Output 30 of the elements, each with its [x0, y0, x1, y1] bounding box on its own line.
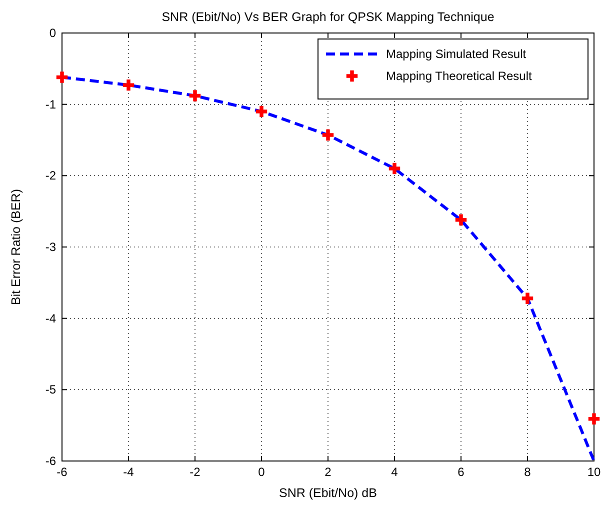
x-tick-label: -4: [123, 465, 134, 479]
point: [522, 292, 534, 304]
y-tick-label: -5: [45, 382, 56, 397]
chart-title: SNR (Ebit/No) Vs BER Graph for QPSK Mapping Technique: [162, 10, 494, 24]
x-tick-label: 2: [324, 465, 332, 479]
y-tick-label: -3: [45, 240, 56, 254]
y-tick-label: -4: [45, 311, 56, 326]
x-tick-label: 8: [524, 465, 532, 479]
x-tick-label: 10: [587, 465, 601, 479]
point: [322, 129, 334, 141]
y-axis-title: Bit Error Ratio (BER): [9, 189, 23, 305]
point: [455, 214, 467, 226]
point: [122, 79, 134, 91]
x-axis-title: SNR (Ebit/No) dB: [279, 486, 377, 500]
point: [588, 413, 600, 425]
point: [256, 106, 268, 118]
x-tick-label: -6: [56, 465, 68, 479]
legend-label: Mapping Theoretical Result: [386, 69, 533, 83]
x-tick-label: 6: [458, 465, 465, 479]
x-tick-label: 0: [258, 465, 266, 479]
x-tick-label: -2: [190, 465, 201, 479]
point: [189, 90, 201, 102]
y-tick-label: -2: [45, 168, 56, 183]
x-tick-label: 4: [391, 465, 398, 479]
y-tick-label: -6: [45, 454, 56, 468]
y-tick-label: 0: [49, 26, 56, 40]
y-tick-label: -1: [45, 97, 56, 112]
point: [56, 72, 68, 83]
legend-label: Mapping Simulated Result: [386, 47, 527, 61]
point: [388, 162, 400, 174]
